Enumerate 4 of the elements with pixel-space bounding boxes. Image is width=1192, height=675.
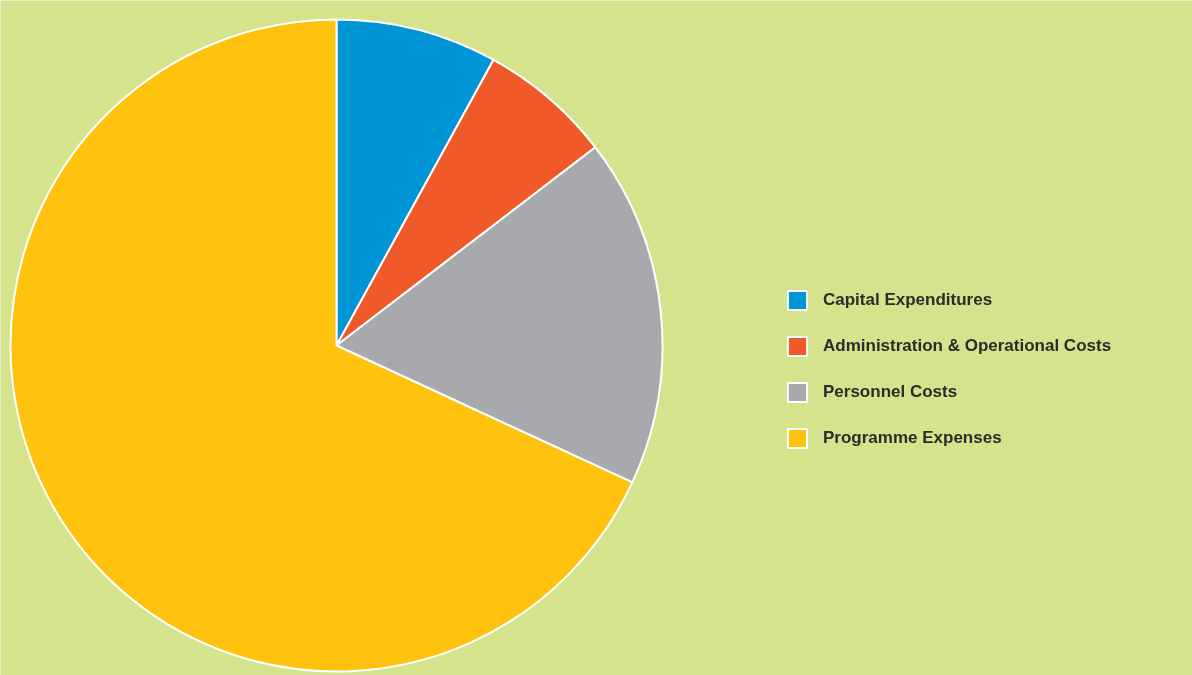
legend-label: Programme Expenses — [823, 428, 1002, 448]
legend-label: Capital Expenditures — [823, 290, 993, 310]
legend-label: Personnel Costs — [823, 382, 958, 402]
legend-label: Administration & Operational Costs — [823, 336, 1112, 356]
